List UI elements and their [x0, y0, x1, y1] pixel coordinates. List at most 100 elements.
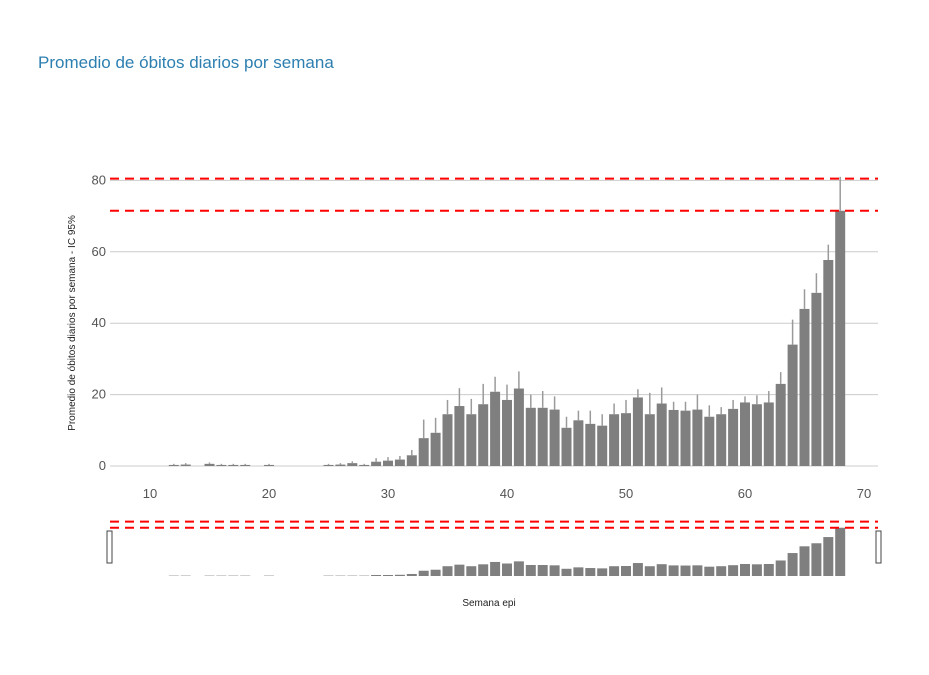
bar[interactable]	[668, 409, 679, 466]
bar[interactable]	[180, 464, 191, 466]
bar[interactable]	[728, 408, 739, 466]
bar[interactable]	[394, 459, 405, 466]
bar[interactable]	[597, 425, 608, 466]
navigator-bar	[811, 543, 822, 576]
navigator-bar	[406, 573, 417, 576]
navigator-left-handle[interactable]	[106, 530, 113, 564]
bar[interactable]	[585, 423, 596, 466]
bar[interactable]	[525, 407, 536, 466]
navigator-bar	[240, 575, 251, 576]
bar[interactable]	[775, 383, 786, 466]
bar-series[interactable]	[168, 210, 846, 466]
navigator-bar	[632, 563, 643, 576]
navigator-bar	[656, 564, 667, 576]
navigator-bar	[323, 575, 334, 576]
navigator-right-handle[interactable]	[875, 530, 882, 564]
y-tick-label: 60	[92, 244, 106, 259]
error-bars	[173, 176, 841, 465]
navigator-bar	[763, 563, 774, 576]
navigator-bar	[204, 575, 215, 576]
bar[interactable]	[204, 463, 215, 466]
bar[interactable]	[549, 409, 560, 466]
navigator-bar	[180, 575, 191, 576]
x-tick-label: 40	[500, 486, 514, 501]
navigator-bar	[799, 546, 810, 576]
navigator-bar	[680, 565, 691, 576]
bar[interactable]	[502, 399, 512, 466]
bar[interactable]	[323, 464, 334, 466]
navigator-bar	[775, 560, 786, 576]
navigator-bar	[347, 575, 358, 576]
bar[interactable]	[609, 414, 620, 466]
reference-lines	[110, 177, 878, 212]
bar[interactable]	[632, 397, 643, 466]
bar[interactable]	[704, 416, 715, 466]
bar[interactable]	[656, 403, 667, 466]
navigator-bar	[454, 564, 465, 576]
navigator-bar	[668, 565, 679, 576]
bar[interactable]	[835, 210, 846, 466]
bar[interactable]	[478, 404, 489, 466]
navigator-bar	[502, 563, 512, 576]
navigator-bar	[478, 564, 489, 576]
bar[interactable]	[335, 464, 346, 466]
navigator-bar	[490, 561, 501, 576]
navigator-bar	[728, 565, 739, 576]
bar[interactable]	[644, 414, 655, 466]
bar[interactable]	[216, 464, 227, 466]
navigator-bar	[585, 568, 596, 576]
y-axis-label: Promedio de óbitos diarios por semana - …	[67, 215, 78, 431]
navigator-bar	[609, 566, 620, 576]
navigator-bar	[597, 568, 608, 576]
bar[interactable]	[692, 409, 703, 466]
bar[interactable]	[751, 404, 762, 466]
bar[interactable]	[371, 461, 382, 466]
bar[interactable]	[264, 464, 274, 466]
bar[interactable]	[716, 414, 727, 466]
navigator-bar	[787, 553, 798, 576]
bar[interactable]	[454, 406, 465, 466]
bar[interactable]	[811, 292, 822, 466]
navigator-bar	[466, 566, 477, 576]
bar[interactable]	[359, 464, 370, 466]
range-navigator[interactable]	[106, 520, 882, 576]
bar[interactable]	[799, 308, 810, 466]
navigator-bar	[621, 566, 631, 576]
bar[interactable]	[573, 420, 584, 466]
bar[interactable]	[228, 464, 239, 466]
navigator-bar	[383, 574, 393, 576]
navigator-bar	[371, 575, 382, 576]
bar[interactable]	[383, 460, 393, 466]
navigator-bar	[537, 564, 548, 576]
navigator-bar	[264, 575, 274, 576]
bar[interactable]	[537, 407, 548, 466]
bar[interactable]	[763, 402, 774, 466]
bar[interactable]	[621, 413, 631, 466]
bar[interactable]	[240, 464, 251, 466]
navigator-bar	[751, 564, 762, 576]
bar[interactable]	[823, 260, 834, 466]
navigator-bar	[644, 566, 655, 576]
navigator-bar	[216, 575, 227, 576]
bar[interactable]	[561, 427, 572, 466]
navigator-bar	[692, 565, 703, 576]
bar[interactable]	[406, 455, 417, 466]
bar[interactable]	[418, 438, 429, 466]
bar[interactable]	[168, 464, 179, 466]
bar[interactable]	[430, 432, 441, 466]
navigator-bar	[573, 567, 584, 576]
chart-title: Promedio de óbitos diarios por semana	[38, 53, 334, 72]
bar[interactable]	[490, 391, 501, 466]
bar[interactable]	[347, 463, 358, 466]
navigator-bar	[418, 570, 429, 576]
bar[interactable]	[513, 388, 524, 466]
navigator-bar	[359, 575, 370, 576]
bar[interactable]	[740, 402, 750, 466]
bar[interactable]	[787, 344, 798, 466]
bar[interactable]	[466, 414, 477, 466]
navigator-bar	[561, 568, 572, 576]
bar[interactable]	[442, 414, 453, 466]
bar[interactable]	[680, 410, 691, 466]
